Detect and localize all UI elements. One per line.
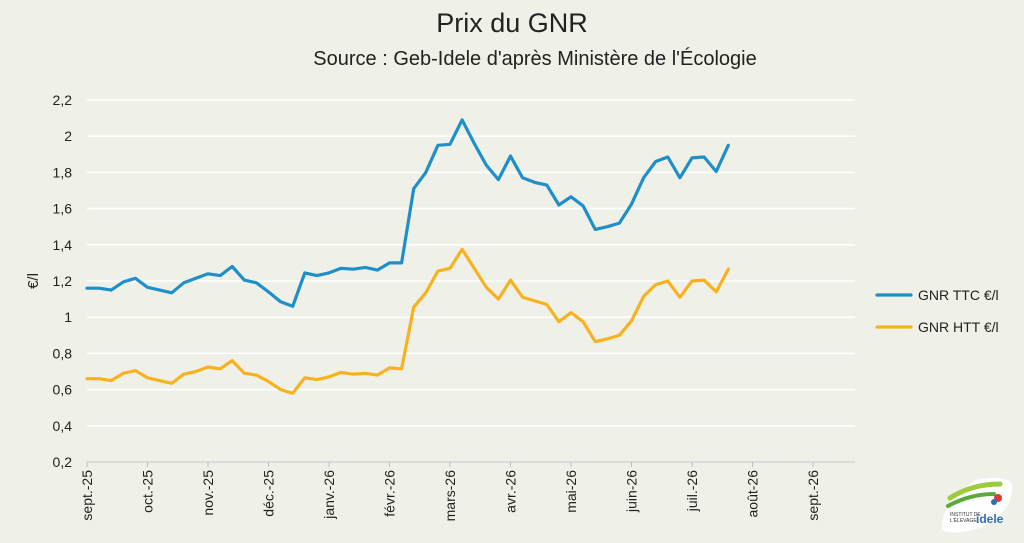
x-tick-label: sept.-26 [805,470,821,521]
x-tick-label: déc.-25 [261,470,277,517]
chart-title: Prix du GNR [436,8,588,38]
x-tick-label: juin-26 [624,470,640,513]
legend-label: GNR HTT €/l [918,319,999,335]
x-tick-label: févr.-26 [382,470,398,517]
series-lines [85,118,730,395]
y-tick-label: 0,6 [53,382,73,398]
x-tick-label: janv.-26 [321,470,337,520]
series-line-ttc [85,118,730,308]
y-tick-label: 1,4 [53,237,73,253]
x-tick-label: août-26 [745,470,761,518]
y-tick-label: 1 [64,309,72,325]
logo-brand: idele [976,512,1004,526]
legend-label: GNR TTC €/l [918,287,999,303]
y-tick-label: 1,8 [53,164,73,180]
logo-line2: L'ÉLEVAGE [950,517,977,524]
y-tick-label: 2 [64,128,72,144]
x-tick-label: nov.-25 [200,470,216,516]
y-tick-label: 1,6 [53,201,73,217]
y-tick-label: 0,4 [53,418,73,434]
chart-subtitle: Source : Geb-Idele d'après Ministère de … [313,48,757,70]
x-tick-label: juil.-26 [684,470,700,512]
gridlines [87,99,855,463]
axes [86,461,855,467]
legend: GNR TTC €/l GNR HTT €/l [875,287,999,335]
y-tick-label: 0,2 [53,454,73,470]
y-tick-label: 1,2 [53,273,73,289]
x-tick-label: sept.-25 [79,470,95,521]
x-tick-label: mai-26 [563,470,579,513]
y-tick-label: 2,2 [53,92,73,108]
y-tick-label: 0,8 [53,345,73,361]
x-tick-label: avr.-26 [503,470,519,513]
idele-logo: INSTITUT DE L'ÉLEVAGE idele [938,472,1014,536]
x-tick-labels: sept.-25 oct.-25 nov.-25 déc.-25 janv.-26 fév… [79,470,821,522]
logo-line1: INSTITUT DE [950,512,981,518]
x-tick-label: mars-26 [442,470,458,522]
x-tick-label: oct.-25 [140,470,156,513]
series-line-htt [85,247,730,395]
y-axis-label: €/l [25,273,42,289]
y-tick-labels: 0,2 0,4 0,6 0,8 1 1,2 1,4 1,6 1,8 2 2,2 [53,92,73,470]
